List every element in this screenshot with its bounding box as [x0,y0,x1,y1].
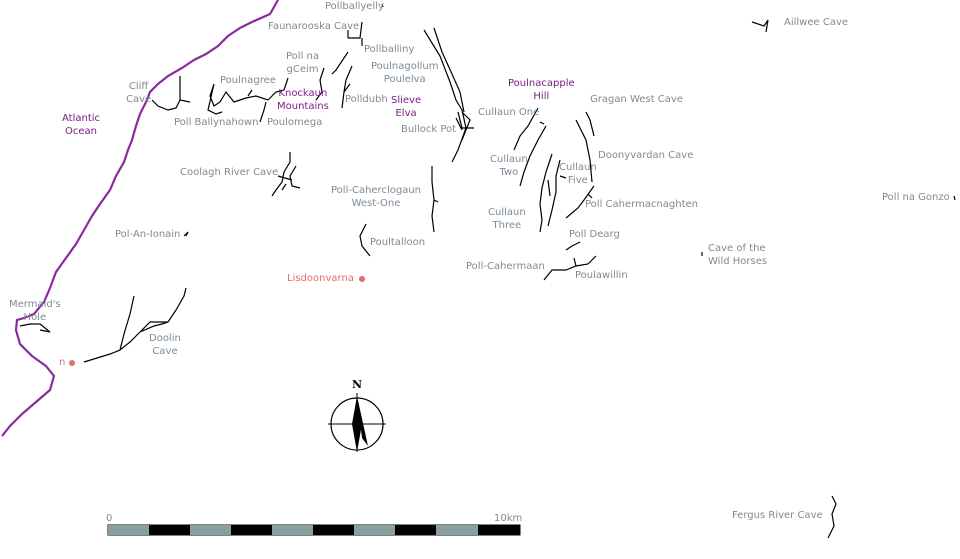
scale-seg-3 [190,525,231,535]
passage-poultalloon [359,223,371,257]
scale-seg-6 [313,525,354,535]
scale-seg-2 [149,525,190,535]
label-pol-an-ionain[interactable]: Pol-An-Ionain [115,229,181,240]
label-gragan-west-cave[interactable]: Gragan West Cave [590,94,683,105]
passage-cahermacnaghten [565,185,595,219]
label-poll-caherclogaun-west-one[interactable]: Poll-Caherclogaun West-One [331,185,421,209]
passage-slieve-elva [423,27,474,163]
label-cullaun-three[interactable]: Cullaun Three [488,207,526,231]
passage-cullaun-three [539,153,553,233]
label-doolin-cave[interactable]: Doolin Cave [149,333,181,357]
label-poll-dearg[interactable]: Poll Dearg [569,229,620,240]
passage-doolin [83,287,187,363]
passage-aillwee [751,19,769,33]
label-doolin-town[interactable]: n [59,357,66,368]
compass-north-label: N [352,378,363,391]
coastline [1,0,279,437]
label-poll-ballynahown[interactable]: Poll Ballynahown [174,117,259,128]
passage-pollballyelly [381,3,384,8]
passage-cliff-cave [151,76,191,111]
scale-start-label: 0 [106,513,113,524]
passage-poll-dearg [565,241,581,251]
scale-seg-5 [272,525,313,535]
label-cliff-cave[interactable]: Cliff Cave [126,81,152,105]
label-cullaun-five[interactable]: Cullaun Five [559,162,597,186]
passage-faunarooska [347,21,363,46]
passage-coolagh [271,152,301,197]
scale-bar [107,524,521,536]
passage-poulnagollum [341,65,353,109]
passage-poll-na-gonzo [953,195,956,201]
label-bullock-pot[interactable]: Bullock Pot [401,124,457,135]
scale-seg-9 [436,525,478,535]
label-pollballiny[interactable]: Pollballiny [364,44,415,55]
label-slieve-elva: Slieve Elva [391,95,422,119]
passage-cullaun-one [513,107,545,151]
label-poll-cahermaan[interactable]: Poll-Cahermaan [466,261,545,272]
passage-cullaun-five [547,159,567,227]
label-poulawillin[interactable]: Poulawillin [575,270,628,281]
label-poulomega[interactable]: Poulomega [267,117,323,128]
passage-caherclogaun [431,166,439,233]
label-coolagh-river-cave[interactable]: Coolagh River Cave [180,167,279,178]
label-poulnagollum-poulelva[interactable]: Poulnagollum Poulelva [371,61,439,85]
scale-seg-10 [478,525,520,535]
compass-rose [328,393,386,452]
scale-seg-8 [395,525,436,535]
scale-seg-4 [231,525,272,535]
passage-pollballiny [331,51,349,75]
passage-gragan [575,111,595,183]
label-polldubh[interactable]: Polldubh [345,94,388,105]
label-poultalloon[interactable]: Poultalloon [370,237,426,248]
label-faunarooska-cave[interactable]: Faunarooska Cave [268,21,360,32]
passage-cullaun-two [519,125,547,187]
label-atlantic-ocean: Atlantic Ocean [62,113,101,137]
passage-poulawillin [543,255,597,281]
label-cave-of-the-wild-horses[interactable]: Cave of the Wild Horses [708,243,768,267]
lisdoonvarna-marker [359,276,365,282]
label-poulnacapple-hill: Poulnacapple Hill [508,78,575,102]
label-poll-cahermacnaghten[interactable]: Poll Cahermacnaghten [585,199,698,210]
label-fergus-river-cave[interactable]: Fergus River Cave [732,510,823,521]
passage-pol-an-ionain [183,231,189,237]
passage-knockaun [207,77,289,123]
label-poulnagree[interactable]: Poulnagree [220,75,276,86]
passage-mermaids-hole [19,323,51,333]
label-doonyvardan-cave[interactable]: Doonyvardan Cave [598,150,694,161]
label-lisdoonvarna[interactable]: Lisdoonvarna [287,273,354,284]
label-cullaun-one[interactable]: Cullaun One [478,107,540,118]
label-mermaids-hole[interactable]: Mermaid's Hole [9,299,61,323]
label-cullaun-two[interactable]: Cullaun Two [490,154,528,178]
passage-fergus-river [827,495,837,539]
label-aillwee-cave[interactable]: Aillwee Cave [784,17,849,28]
label-knockaun-mountains: Knockaun Mountains [277,88,329,112]
passage-poll-na-gceim [315,67,325,101]
label-poll-na-gonzo[interactable]: Poll na Gonzo [882,192,950,203]
label-poll-na-gceim[interactable]: Poll na gCeim [286,51,319,75]
label-pollballyelly[interactable]: Pollballyelly [325,1,384,12]
scale-seg-1 [108,525,149,535]
scale-seg-7 [354,525,395,535]
compass-needle-tilt [357,396,368,446]
scale-end-label: 10km [494,513,523,524]
doolin-town-marker [69,360,75,366]
cave-passages [19,3,956,539]
